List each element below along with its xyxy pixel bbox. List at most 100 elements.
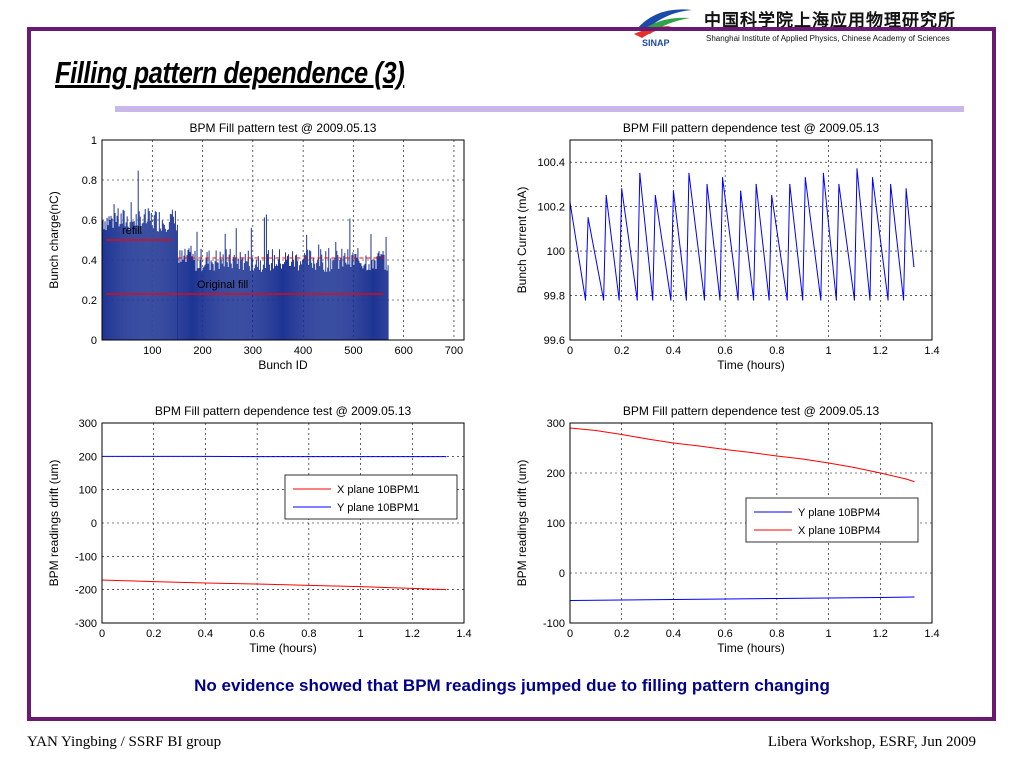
bunch-bar	[375, 269, 377, 340]
bunch-bar	[286, 259, 288, 340]
y-tick-label: 100.2	[537, 202, 565, 214]
bunch-bar	[163, 224, 165, 340]
y-tick-label: 0.2	[82, 295, 97, 307]
bunch-bar	[296, 254, 298, 340]
bunch-bar	[144, 209, 146, 340]
bunch-bar	[320, 249, 322, 340]
bunch-bar	[213, 270, 215, 340]
bunch-bar	[187, 250, 189, 340]
bunch-bar	[113, 204, 115, 340]
bunch-bar	[327, 267, 329, 340]
bunch-bar	[314, 263, 316, 340]
bunch-bar	[217, 262, 219, 340]
bunch-bar	[292, 251, 294, 340]
bunch-bar	[300, 261, 302, 340]
data-point	[789, 183, 791, 186]
bunch-bar	[152, 228, 154, 340]
data-point	[672, 598, 675, 601]
data-point	[618, 299, 620, 301]
bunch-bar	[354, 253, 356, 340]
chart-title: BPM Fill pattern test @ 2009.05.13	[190, 121, 377, 135]
bunch-bar	[105, 230, 107, 340]
bunch-bar	[312, 267, 314, 340]
bunch-bar	[104, 221, 106, 340]
bunch-bar	[326, 271, 328, 340]
bunch-bar	[148, 211, 150, 340]
bunch-bar	[368, 264, 370, 340]
chart-legend: X plane 10BPM1 Y plane 10BPM1	[284, 474, 458, 520]
bunch-bar	[387, 265, 389, 340]
x-tick-label: 1	[358, 628, 364, 640]
data-point	[621, 188, 623, 190]
bunch-bar	[318, 244, 320, 340]
data-point	[822, 172, 824, 174]
bunch-bar	[156, 231, 158, 340]
conclusion-text: No evidence showed that BPM readings jum…	[194, 676, 830, 695]
bunch-bar	[205, 257, 207, 340]
bunch-bar	[178, 262, 180, 340]
bunch-bar	[107, 225, 109, 340]
bunch-bar	[149, 220, 151, 340]
bunch-bar	[231, 268, 233, 340]
data-point	[750, 451, 752, 454]
bunch-bar	[323, 269, 325, 340]
logo-abbr: SINAP	[642, 38, 670, 48]
plot-frame	[569, 422, 933, 624]
bunch-bar	[160, 230, 162, 340]
data-point	[308, 584, 310, 586]
bunch-bar	[254, 264, 256, 340]
bunch-bar	[360, 263, 362, 340]
x-tick-label: 0.4	[666, 345, 681, 357]
bunch-bar	[169, 213, 171, 340]
data-point	[204, 455, 207, 457]
data-point	[869, 299, 871, 301]
bunch-bar	[340, 258, 342, 340]
plot-frame	[101, 422, 465, 624]
bunch-bar	[116, 215, 118, 340]
bunch-bar	[382, 251, 384, 340]
logo-name-cn: 中国科学院上海应用物理研究所	[704, 11, 956, 31]
x-tick-label: 0.8	[769, 345, 784, 357]
data-point	[879, 596, 881, 599]
bunch-bar	[319, 266, 321, 340]
bunch-bar	[218, 268, 220, 340]
y-tick-label: -100	[543, 618, 565, 630]
x-tick-label: 1.2	[405, 628, 420, 640]
x-tick-label: 1.4	[924, 345, 939, 357]
y-tick-label: 99.8	[544, 291, 565, 303]
bunch-bar	[283, 264, 285, 340]
bunch-bar	[374, 260, 376, 340]
plot-frame	[101, 139, 465, 341]
bunch-bar	[308, 264, 310, 340]
fill-pattern-bar-chart: 100 200 300 400 500 600 700 0 0.2 0.4 0.6 0.8 1 BPM F…	[47, 121, 465, 372]
bunch-bar	[125, 222, 127, 340]
data-point	[913, 596, 915, 598]
original-fill-annotation: Original fill	[197, 279, 248, 291]
data-point	[359, 586, 362, 588]
bunch-bar	[345, 262, 347, 340]
y-tick-label: -200	[75, 585, 97, 597]
data-point	[603, 299, 605, 301]
x-tick-label: 0.2	[146, 628, 161, 640]
bunch-bar	[120, 213, 122, 340]
bunch-bar	[268, 264, 270, 340]
data-point	[256, 583, 258, 585]
bunch-bar	[276, 265, 278, 340]
bunch-bar	[384, 269, 386, 340]
x-tick-label: 1.4	[456, 628, 471, 640]
data-point	[740, 190, 742, 192]
data-point	[853, 299, 856, 301]
bunch-bar	[119, 224, 121, 340]
data-point	[595, 429, 597, 432]
bunch-bar	[219, 251, 221, 340]
data-point	[776, 455, 778, 457]
bunch-bar	[339, 259, 341, 340]
y-tick-label: 0.6	[82, 215, 97, 227]
bunch-bar	[241, 257, 243, 340]
bunch-bar	[137, 170, 139, 340]
title-rule	[115, 106, 964, 112]
legend-label: X plane 10BPM4	[798, 525, 881, 537]
y-tick-label: -100	[75, 551, 97, 563]
bunch-bar	[207, 263, 209, 340]
bunch-bar	[372, 268, 374, 340]
